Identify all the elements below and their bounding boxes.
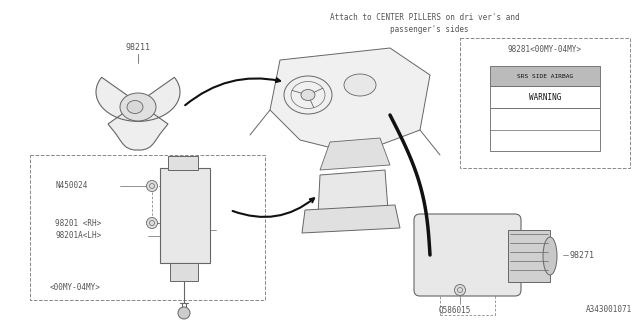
Text: 98211: 98211 bbox=[125, 44, 150, 52]
Text: <00MY-04MY>: <00MY-04MY> bbox=[50, 284, 101, 292]
FancyArrowPatch shape bbox=[185, 78, 280, 105]
Circle shape bbox=[147, 218, 157, 228]
FancyBboxPatch shape bbox=[414, 214, 521, 296]
Bar bbox=[490, 66, 600, 86]
Ellipse shape bbox=[344, 74, 376, 96]
Bar bbox=[170, 263, 198, 281]
Bar bbox=[168, 156, 198, 170]
Circle shape bbox=[147, 180, 157, 191]
Text: passenger's sides: passenger's sides bbox=[390, 26, 468, 35]
Ellipse shape bbox=[301, 90, 315, 100]
Bar bbox=[490, 108, 600, 151]
Polygon shape bbox=[320, 138, 390, 170]
Bar bbox=[508, 230, 550, 282]
Text: 98201A<LH>: 98201A<LH> bbox=[55, 231, 101, 241]
Ellipse shape bbox=[127, 100, 143, 114]
Polygon shape bbox=[318, 170, 388, 215]
Ellipse shape bbox=[543, 237, 557, 275]
Polygon shape bbox=[270, 48, 430, 150]
Text: 98271: 98271 bbox=[570, 251, 595, 260]
Text: 98281<00MY-04MY>: 98281<00MY-04MY> bbox=[508, 45, 582, 54]
Bar bbox=[30, 155, 265, 300]
Text: N450024: N450024 bbox=[55, 181, 88, 190]
Bar bbox=[160, 168, 210, 263]
Text: SRS SIDE AIRBAG: SRS SIDE AIRBAG bbox=[517, 74, 573, 78]
FancyArrowPatch shape bbox=[232, 198, 314, 217]
Ellipse shape bbox=[120, 93, 156, 121]
Circle shape bbox=[454, 284, 465, 295]
Text: WARNING: WARNING bbox=[529, 92, 561, 101]
Circle shape bbox=[178, 307, 190, 319]
Polygon shape bbox=[302, 205, 400, 233]
Polygon shape bbox=[96, 77, 180, 150]
Text: Attach to CENTER PILLERS on dri ver's and: Attach to CENTER PILLERS on dri ver's an… bbox=[330, 13, 520, 22]
Text: Q586015: Q586015 bbox=[439, 306, 471, 315]
Text: 98201 <RH>: 98201 <RH> bbox=[55, 219, 101, 228]
Text: A343001071: A343001071 bbox=[586, 306, 632, 315]
Bar bbox=[460, 38, 630, 168]
Bar bbox=[490, 86, 600, 108]
